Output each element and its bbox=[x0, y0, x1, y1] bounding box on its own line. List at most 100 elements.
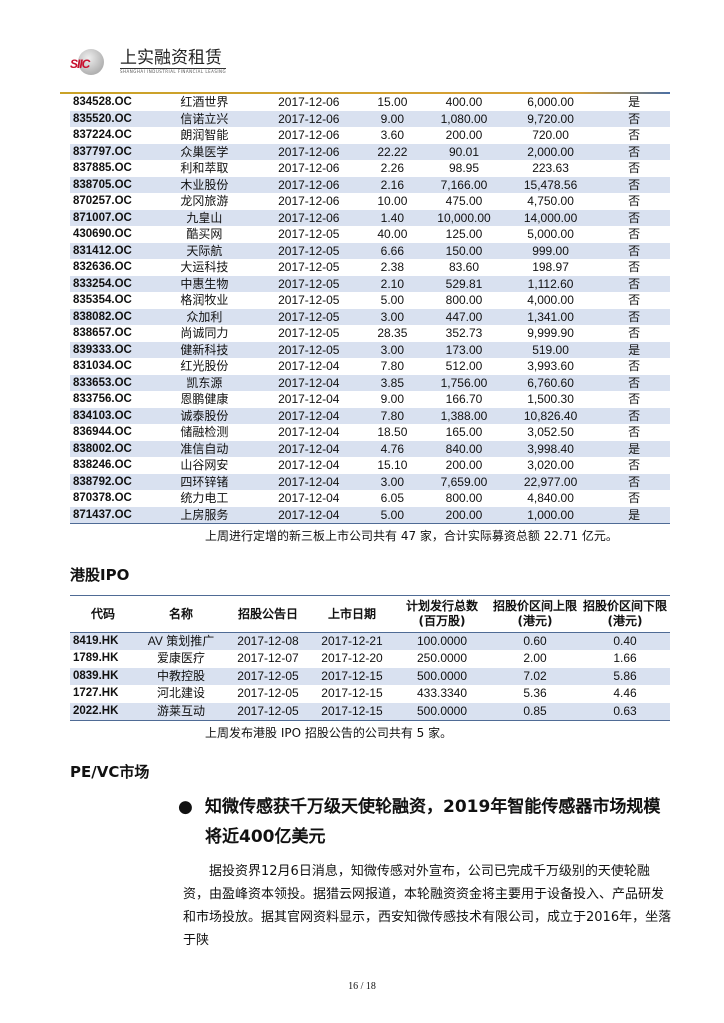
neeq-placement-table: 834528.OC 红酒世界 2017-12-06 15.00 400.00 6,000.… bbox=[70, 94, 670, 524]
table-row: 838705.OC 木业股份 2017-12-06 2.16 7,166.00 15,47… bbox=[70, 176, 670, 193]
table-cell: 2017-12-04 bbox=[258, 440, 360, 457]
table-row: 838246.OC 山谷网安 2017-12-04 15.10 200.00 3,020.… bbox=[70, 457, 670, 474]
table-cell: 834528.OC bbox=[73, 96, 132, 108]
table-cell: 1,000.00 bbox=[502, 506, 599, 524]
table-cell: 0.85 bbox=[490, 702, 580, 721]
table-cell: 红酒世界 bbox=[180, 95, 229, 109]
table-cell: 14,000.00 bbox=[502, 209, 599, 226]
table-cell: 2017-12-05 bbox=[258, 341, 360, 358]
table-cell: 2017-12-04 bbox=[258, 506, 360, 524]
table-cell: 恩鹏健康 bbox=[180, 392, 229, 406]
table-row: 870378.OC 统力电工 2017-12-04 6.05 800.00 4,840.0… bbox=[70, 490, 670, 507]
table-cell: 2017-12-06 bbox=[258, 209, 360, 226]
table-cell: 9,720.00 bbox=[502, 110, 599, 127]
table-row: 835520.OC 信诺立兴 2017-12-06 9.00 1,080.00 9,720… bbox=[70, 110, 670, 127]
table-cell: 2017-12-05 bbox=[226, 702, 310, 721]
table-cell: 游莱互动 bbox=[136, 702, 226, 721]
table-cell: 2017-12-05 bbox=[258, 242, 360, 259]
table-cell: 是 bbox=[598, 440, 670, 457]
table-row: 839333.OC 健新科技 2017-12-05 3.00 173.00 519.00 是 bbox=[70, 341, 670, 358]
table-cell: 833653.OC bbox=[70, 374, 151, 391]
table-cell: 2017-12-21 bbox=[310, 632, 394, 651]
table-cell: 健新科技 bbox=[150, 341, 259, 358]
table-cell: 1,341.00 bbox=[502, 308, 599, 325]
table-cell: 2017-12-15 bbox=[310, 667, 394, 686]
table-row: 835354.OC 格润牧业 2017-12-05 5.00 800.00 4,000.0… bbox=[70, 292, 670, 309]
table-cell: 4,750.00 bbox=[527, 194, 574, 208]
table-cell: 18.50 bbox=[377, 425, 408, 439]
table-cell: 否 bbox=[628, 491, 641, 505]
table-cell: 河北建设 bbox=[156, 686, 205, 701]
table-cell: 2017-12-04 bbox=[258, 374, 360, 391]
table-cell: 否 bbox=[598, 407, 670, 424]
table-cell: 4,840.00 bbox=[527, 491, 574, 505]
table-cell: 2017-12-08 bbox=[226, 632, 310, 651]
table-cell: 500.0000 bbox=[394, 667, 490, 686]
table-cell: 2017-12-06 bbox=[258, 110, 360, 127]
table-row: 836944.OC 储融检测 2017-12-04 18.50 165.00 3,052.… bbox=[70, 424, 670, 441]
table-cell: 2017-12-04 bbox=[278, 392, 340, 406]
table-cell: 尚诚同力 bbox=[180, 326, 229, 340]
table-cell: 否 bbox=[598, 176, 670, 193]
table-cell: 众加利 bbox=[150, 308, 259, 325]
table-cell: 1,388.00 bbox=[425, 407, 503, 424]
table-cell: 10.00 bbox=[377, 194, 408, 208]
header-divider bbox=[60, 92, 670, 94]
page-content: 834528.OC 红酒世界 2017-12-06 15.00 400.00 6,000.… bbox=[60, 92, 671, 952]
table-cell: 中教控股 bbox=[136, 667, 226, 686]
table-cell: 1.40 bbox=[359, 209, 426, 226]
table-cell: 否 bbox=[628, 458, 641, 472]
table-row: 871437.OC 上房服务 2017-12-04 5.00 200.00 1,000.0… bbox=[70, 506, 670, 524]
table-cell: 223.63 bbox=[532, 161, 569, 175]
table-cell: 999.00 bbox=[502, 242, 599, 259]
table-cell: 5,000.00 bbox=[527, 227, 574, 241]
table-cell: 529.81 bbox=[425, 275, 503, 292]
article-heading-row: ● 知微传感获千万级天使轮融资，2019年智能传感器市场规模将近400亿美元 bbox=[178, 792, 670, 852]
table-row: 1727.HK 河北建设 2017-12-05 2017-12-15 433.3340 5… bbox=[70, 685, 670, 702]
table-cell: 否 bbox=[598, 110, 670, 127]
table-cell: 22.22 bbox=[359, 143, 426, 160]
logo-english-name: SHANGHAI INDUSTRIAL FINANCIAL LEASING bbox=[120, 69, 227, 74]
column-header: 名称 bbox=[168, 606, 193, 621]
table-cell: 800.00 bbox=[445, 491, 483, 505]
table-cell: 凯东源 bbox=[150, 374, 259, 391]
table-cell: 否 bbox=[628, 260, 641, 274]
table-cell: 是 bbox=[598, 506, 670, 524]
table-cell: 否 bbox=[628, 227, 641, 241]
table-cell: 3.85 bbox=[359, 374, 426, 391]
table-cell: 2017-12-20 bbox=[321, 651, 383, 666]
table-cell: 2.10 bbox=[359, 275, 426, 292]
table-cell: 否 bbox=[598, 209, 670, 226]
table-cell: 150.00 bbox=[425, 242, 503, 259]
table-cell: 7,659.00 bbox=[425, 473, 503, 490]
table-cell: 90.01 bbox=[425, 143, 503, 160]
table-cell: 4.46 bbox=[613, 686, 637, 701]
table-cell: 2017-12-04 bbox=[278, 458, 340, 472]
table-cell: 833756.OC bbox=[73, 393, 132, 405]
table-row: 838002.OC 准信自动 2017-12-04 4.76 840.00 3,998.4… bbox=[70, 440, 670, 457]
column-header: 招股价区间下限 (港元) bbox=[582, 599, 667, 628]
logo-chinese-name: 上实融资租赁 bbox=[120, 48, 227, 69]
table-cell: 870257.OC bbox=[73, 195, 132, 207]
table-cell: 2017-12-05 bbox=[258, 308, 360, 325]
table-cell: 1,500.30 bbox=[527, 392, 574, 406]
table-cell: 否 bbox=[628, 293, 641, 307]
table-cell: 3,998.40 bbox=[502, 440, 599, 457]
table-cell: 7.80 bbox=[359, 407, 426, 424]
table-cell: 475.00 bbox=[445, 194, 483, 208]
table-cell: 831412.OC bbox=[70, 242, 151, 259]
table-cell: 2017-12-06 bbox=[278, 161, 340, 175]
table-cell: 15.10 bbox=[377, 458, 408, 472]
table-cell: 831034.OC bbox=[73, 360, 132, 372]
table-cell: 6.05 bbox=[380, 491, 405, 505]
table-cell: 3.00 bbox=[359, 473, 426, 490]
table-cell: 九皇山 bbox=[150, 209, 259, 226]
table-cell: 爱康医疗 bbox=[156, 651, 205, 666]
pe-vc-heading: PE/VC市场 bbox=[70, 763, 150, 782]
table-cell: 834103.OC bbox=[70, 407, 151, 424]
column-header: 计划发行总数 (百万股) bbox=[405, 599, 478, 628]
neeq-summary-note: 上周进行定增的新三板上市公司共有 47 家，合计实际募资总额 22.71 亿元。 bbox=[205, 529, 618, 543]
table-cell: 400.00 bbox=[445, 95, 483, 109]
table-cell: 835520.OC bbox=[70, 110, 151, 127]
